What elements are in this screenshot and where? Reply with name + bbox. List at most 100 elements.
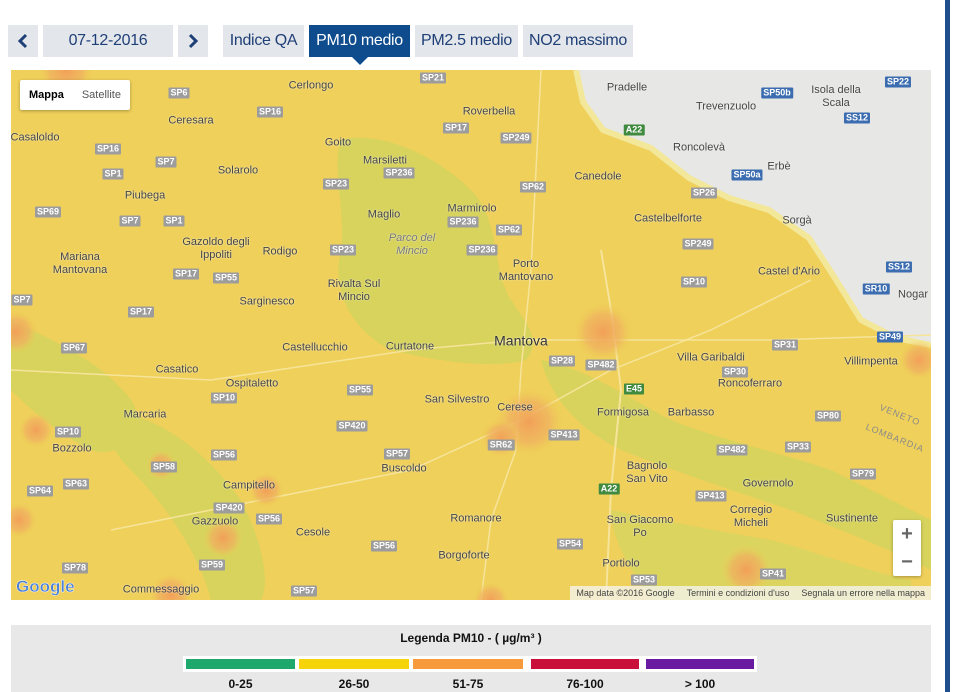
place-label: Pradelle bbox=[606, 81, 648, 94]
road-label: SP413 bbox=[695, 490, 727, 502]
map-type-button[interactable]: Mappa bbox=[29, 89, 64, 101]
tab[interactable]: PM10 medio bbox=[309, 25, 410, 57]
road-label: SP30 bbox=[721, 366, 749, 378]
road-label: SP16 bbox=[94, 143, 122, 155]
road-label: SP413 bbox=[548, 429, 580, 441]
road-label: SP23 bbox=[322, 178, 350, 190]
road-label: SS12 bbox=[843, 112, 871, 124]
place-label: Corregio Micheli bbox=[729, 504, 773, 529]
place-label: Piubega bbox=[124, 189, 166, 202]
zoom-out[interactable]: − bbox=[901, 550, 913, 573]
road-label: SP16 bbox=[256, 106, 284, 118]
road-label: SP55 bbox=[212, 272, 240, 284]
place-label: Roncolevà bbox=[673, 141, 725, 154]
place-label: Romanore bbox=[450, 512, 502, 525]
place-label: Ospitaletto bbox=[225, 377, 279, 390]
road-label: SR10 bbox=[862, 283, 890, 295]
place-label: Portiolo bbox=[602, 557, 640, 570]
road-label: SP21 bbox=[419, 72, 447, 84]
zoom-control: + − bbox=[893, 520, 921, 576]
road-label: SP17 bbox=[127, 306, 155, 318]
road-label: SP249 bbox=[500, 132, 532, 144]
tab[interactable]: NO2 massimo bbox=[523, 25, 633, 57]
road-label: SP7 bbox=[11, 294, 33, 306]
place-label: Castel d'Ario bbox=[757, 265, 821, 278]
legend-label: 76-100 bbox=[566, 677, 604, 691]
road-label: SP57 bbox=[290, 585, 318, 597]
road-label: SP64 bbox=[26, 485, 54, 497]
road-label: SP62 bbox=[519, 181, 547, 193]
place-label: Sarginesco bbox=[239, 295, 295, 308]
road-label: SP236 bbox=[466, 244, 498, 256]
place-label: Castelbelforte bbox=[634, 212, 702, 225]
road-label: SP1 bbox=[163, 215, 185, 227]
place-label: Barbasso bbox=[667, 406, 715, 419]
place-label: Cerese bbox=[497, 401, 533, 414]
place-label: Nogar bbox=[898, 288, 928, 301]
road-label: SP62 bbox=[495, 224, 523, 236]
legend-title: Legenda PM10 - ( µg/m³ ) bbox=[400, 631, 542, 645]
map-type-control: Mappa Satellite bbox=[20, 80, 130, 110]
place-label: Maglio bbox=[367, 208, 401, 221]
place-label: Canedole bbox=[574, 170, 622, 183]
place-label: Commessaggio bbox=[122, 583, 200, 596]
road-label: SP17 bbox=[442, 122, 470, 134]
road-label: SP482 bbox=[716, 444, 748, 456]
road-label: SP236 bbox=[383, 167, 415, 179]
place-label: Ceresara bbox=[168, 114, 214, 127]
tab[interactable]: Indice QA bbox=[223, 25, 304, 57]
road-label: SP55 bbox=[346, 384, 374, 396]
road-label: SP67 bbox=[60, 342, 88, 354]
legend-label: 26-50 bbox=[338, 677, 370, 691]
place-label: Gazoldo degli Ippoliti bbox=[182, 236, 250, 261]
legend-label: 0-25 bbox=[228, 677, 253, 691]
zoom-in[interactable]: + bbox=[901, 522, 913, 545]
map-background bbox=[11, 70, 931, 600]
legend-swatch bbox=[646, 659, 754, 669]
place-label: Castellucchio bbox=[282, 341, 348, 354]
road-label: SP33 bbox=[784, 441, 812, 453]
road-label: SP1 bbox=[102, 168, 124, 180]
road-label: SP420 bbox=[336, 420, 368, 432]
road-label: SP56 bbox=[255, 513, 283, 525]
road-label: E45 bbox=[623, 383, 645, 395]
terms-link[interactable]: Termini e condizioni d'uso bbox=[686, 588, 790, 598]
road-label: SP6 bbox=[168, 87, 190, 99]
road-label: SP56 bbox=[370, 540, 398, 552]
legend-swatch bbox=[413, 659, 523, 669]
place-label: Marsiletti bbox=[362, 154, 408, 167]
place-label: Bozzolo bbox=[52, 442, 92, 455]
place-label: Buscoldo bbox=[381, 462, 427, 475]
place-label: Erbè bbox=[767, 160, 791, 173]
road-label: SP80 bbox=[814, 410, 842, 422]
road-label: SP57 bbox=[383, 448, 411, 460]
map-attribution: Map data ©2016 Google Termini e condizio… bbox=[570, 586, 931, 600]
road-label: SP26 bbox=[690, 187, 718, 199]
map-type-button[interactable]: Satellite bbox=[81, 89, 121, 101]
road-label: SP10 bbox=[210, 392, 238, 404]
place-label: Solarolo bbox=[217, 164, 259, 177]
road-label: SR62 bbox=[487, 439, 515, 451]
next-day[interactable] bbox=[178, 25, 208, 57]
place-label: Villa Garibaldi bbox=[677, 351, 745, 364]
place-label: Rodigo bbox=[262, 245, 298, 258]
road-label: SP17 bbox=[172, 268, 200, 280]
place-label: Parco del Mincio bbox=[388, 232, 436, 257]
place-label: Cesole bbox=[295, 526, 331, 539]
place-label: Casaloldo bbox=[11, 131, 60, 144]
road-label: SP50a bbox=[731, 169, 763, 181]
place-label: Gazzuolo bbox=[191, 515, 239, 528]
road-label: SP10 bbox=[680, 276, 708, 288]
tab[interactable]: PM2.5 medio bbox=[415, 25, 518, 57]
place-label: Roncoferraro bbox=[717, 377, 783, 390]
report-link[interactable]: Segnala un errore nella mappa bbox=[801, 588, 925, 598]
prev-day[interactable] bbox=[8, 25, 38, 57]
place-label: Porto Mantovano bbox=[498, 258, 554, 283]
place-label: Trevenzuolo bbox=[695, 100, 757, 113]
road-label: SP58 bbox=[150, 461, 178, 473]
date[interactable]: 07-12-2016 bbox=[43, 25, 173, 57]
chevron-right bbox=[188, 33, 199, 49]
google-logo[interactable]: Google bbox=[16, 577, 75, 596]
place-label: Mariana Mantovana bbox=[52, 251, 108, 276]
